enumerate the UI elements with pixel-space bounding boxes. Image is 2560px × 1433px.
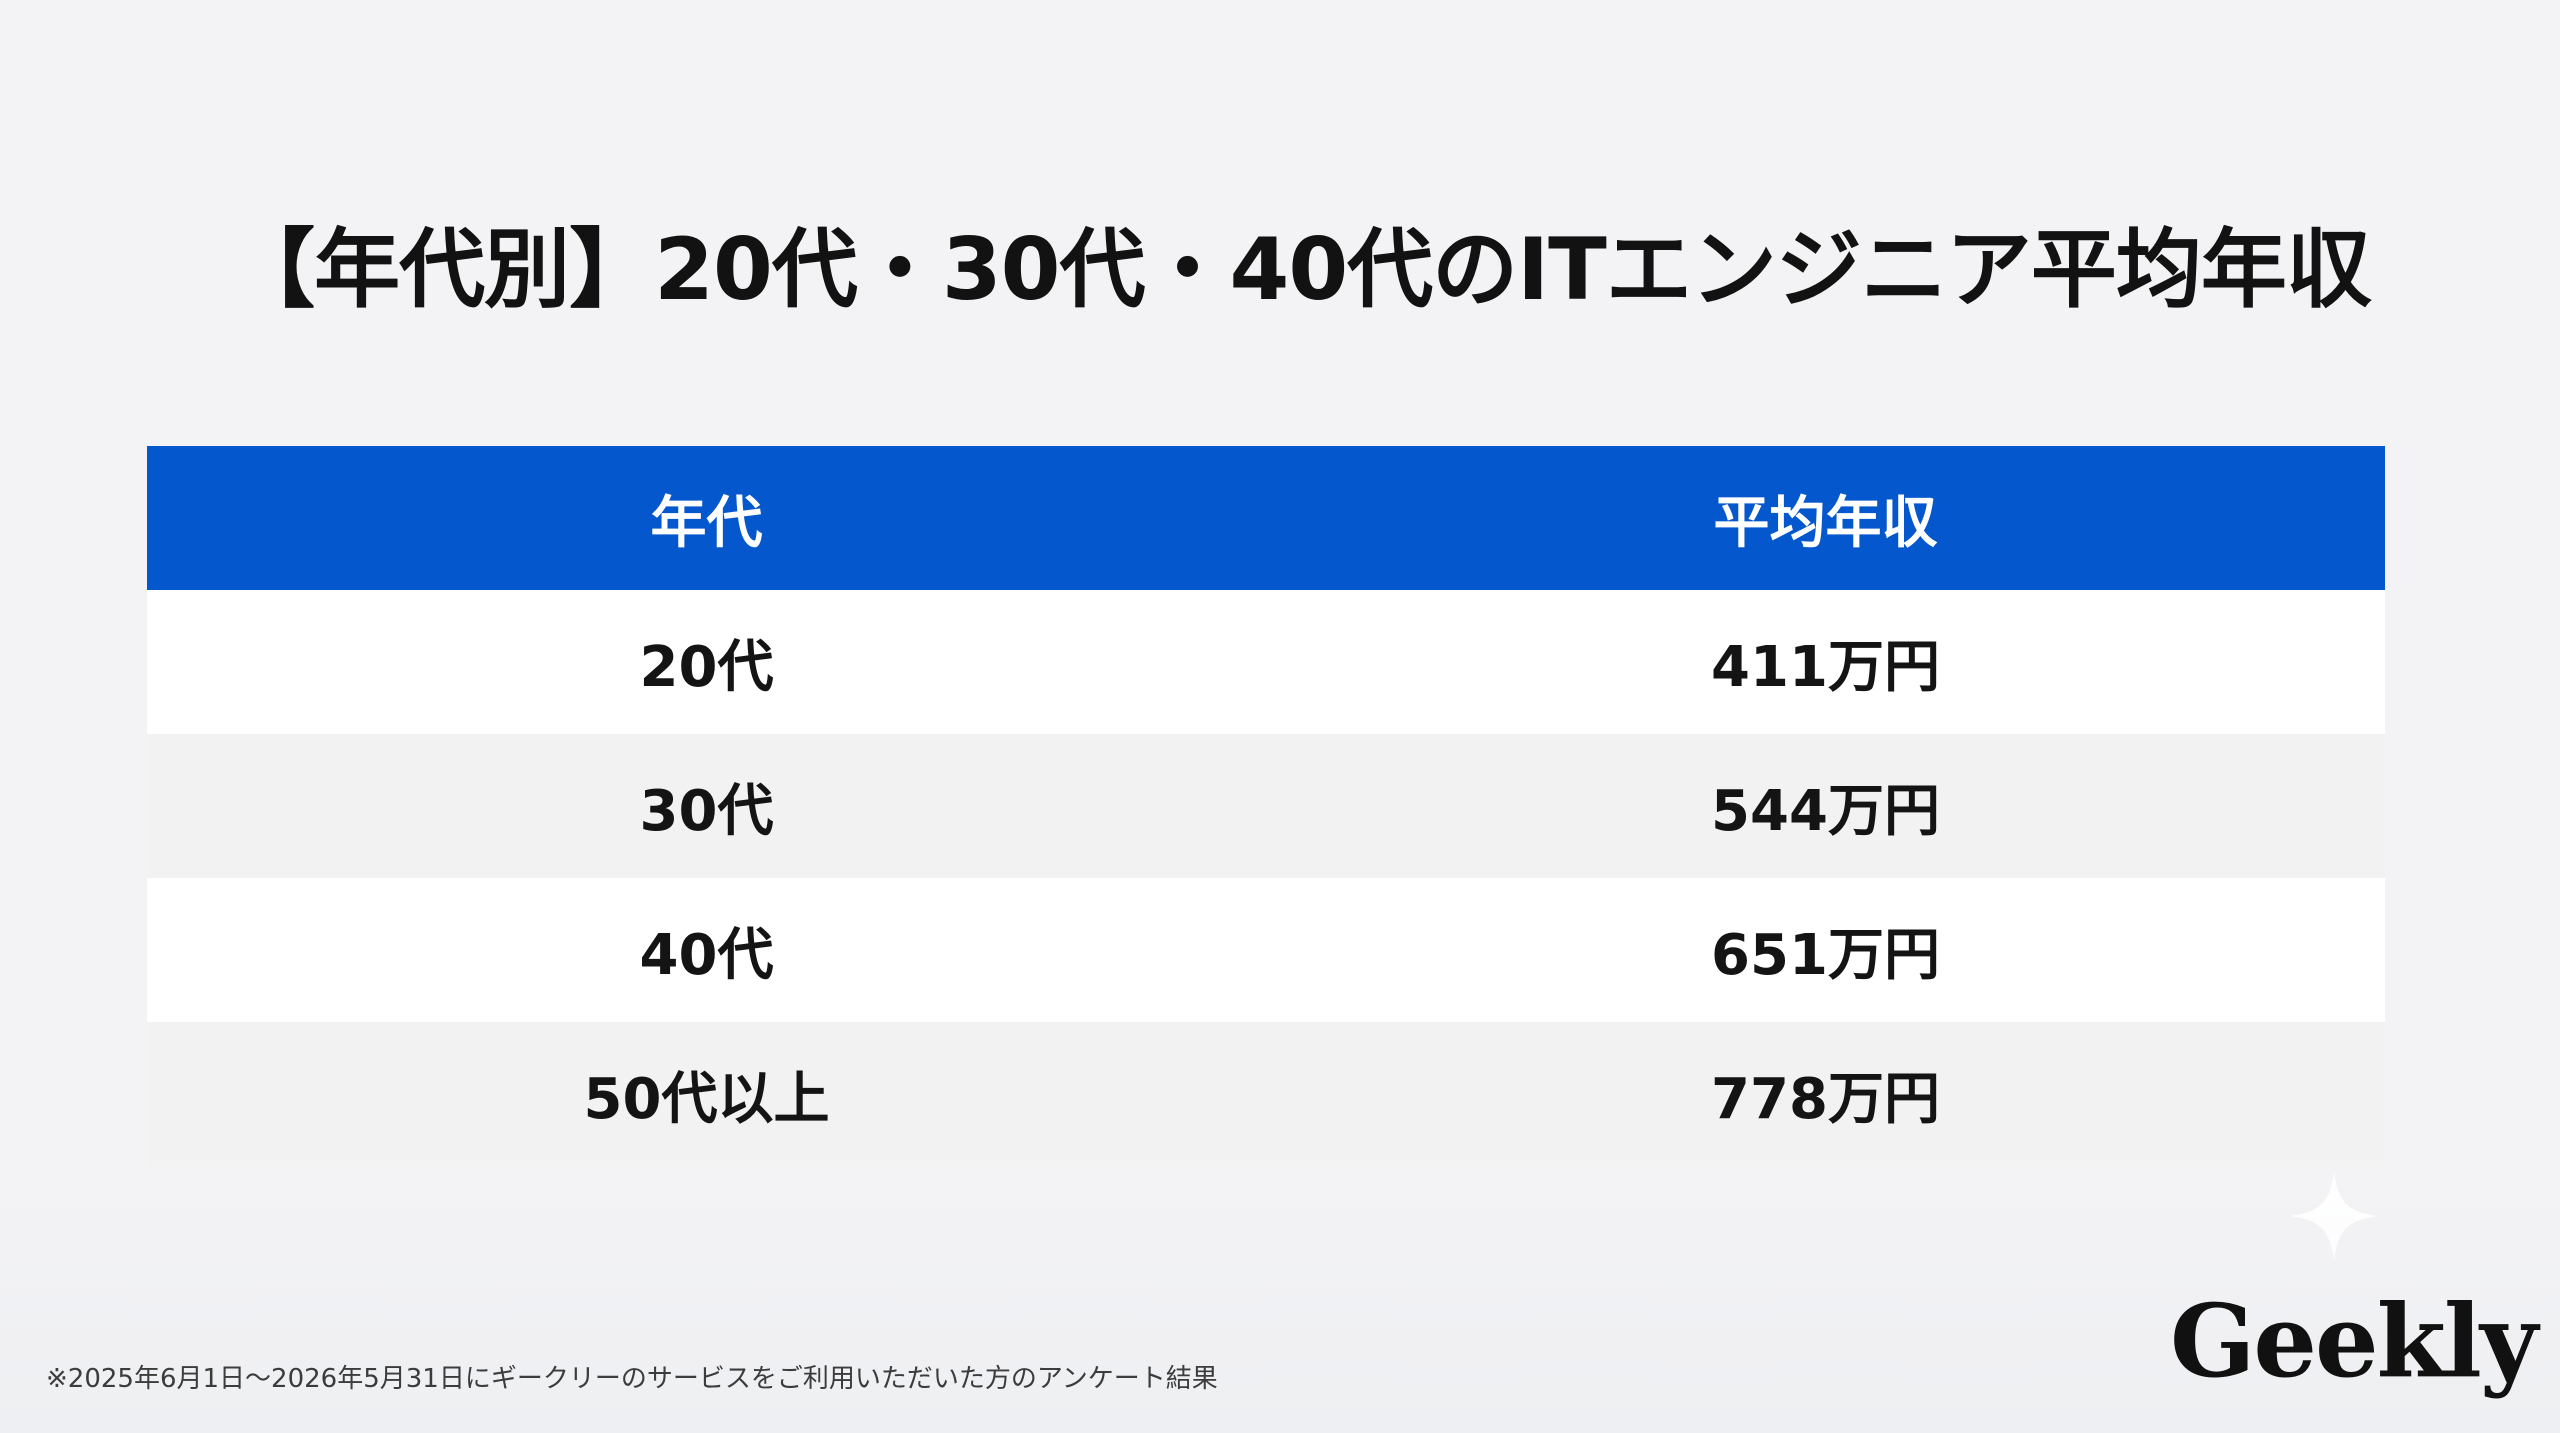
income-cell: 411万円 <box>1266 590 2385 734</box>
header-income: 平均年収 <box>1266 446 2385 590</box>
table-row: 20代 411万円 <box>147 590 2385 734</box>
sparkle-icon <box>2290 1172 2378 1260</box>
age-cell: 40代 <box>147 878 1266 1022</box>
background-glow <box>0 1180 2560 1433</box>
table-row: 30代 544万円 <box>147 734 2385 878</box>
table-header-row: 年代 平均年収 <box>147 446 2385 590</box>
survey-footnote: ※2025年6月1日〜2026年5月31日にギークリーのサービスをご利用いただい… <box>46 1364 1218 1394</box>
income-cell: 651万円 <box>1266 878 2385 1022</box>
age-cell: 50代以上 <box>147 1022 1266 1166</box>
age-cell: 30代 <box>147 734 1266 878</box>
page-title: 【年代別】20代・30代・40代のITエンジニア平均年収 <box>229 220 2372 320</box>
geekly-logo: Geekly <box>2170 1282 2538 1400</box>
header-age: 年代 <box>147 446 1266 590</box>
salary-table: 年代 平均年収 20代 411万円 30代 544万円 40代 651万円 50… <box>147 446 2385 1166</box>
income-cell: 778万円 <box>1266 1022 2385 1166</box>
income-cell: 544万円 <box>1266 734 2385 878</box>
table-row: 50代以上 778万円 <box>147 1022 2385 1166</box>
table-row: 40代 651万円 <box>147 878 2385 1022</box>
age-cell: 20代 <box>147 590 1266 734</box>
